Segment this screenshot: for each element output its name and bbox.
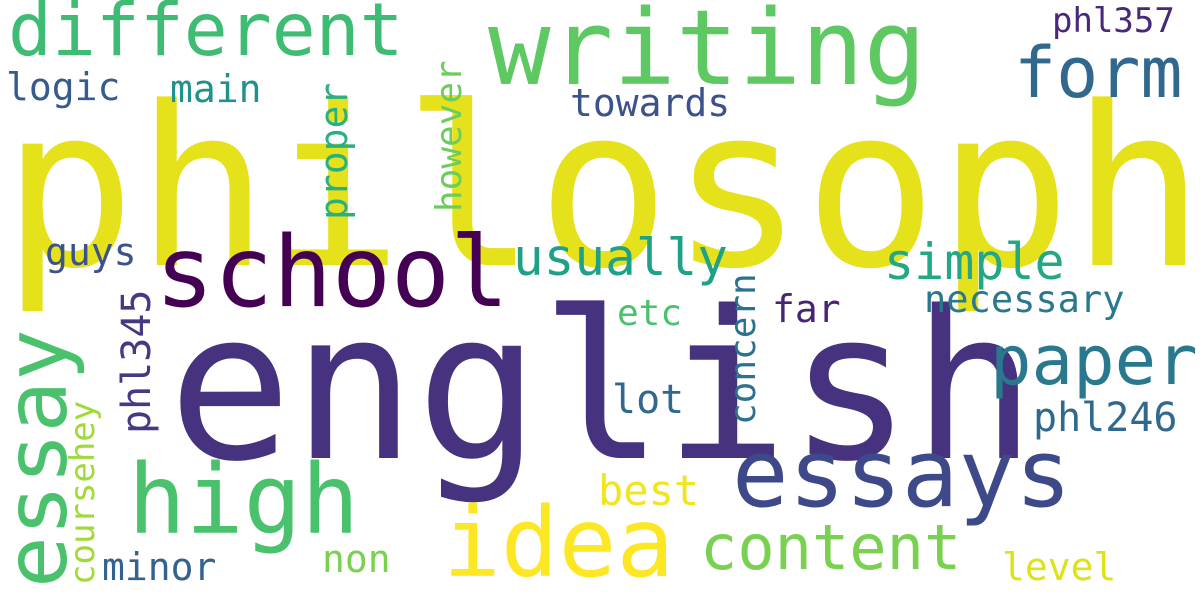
word-phl246: phl246: [1033, 395, 1178, 441]
word-however: however: [429, 60, 470, 212]
word-high: high: [128, 444, 360, 556]
word-content: content: [700, 511, 962, 584]
word-coursehey: coursehey: [63, 400, 103, 585]
word-far: far: [772, 287, 841, 331]
word-logic: logic: [6, 65, 121, 109]
word-main: main: [170, 67, 262, 111]
word-essays: essays: [732, 420, 1072, 529]
word-english: english: [168, 267, 1037, 507]
word-concern: concern: [723, 273, 764, 425]
word-form: form: [1014, 32, 1183, 114]
word-level: level: [1002, 545, 1117, 589]
word-guys: guys: [45, 230, 137, 274]
word-necessary: necessary: [924, 278, 1125, 321]
word-different: different: [8, 0, 404, 73]
word-towards: towards: [570, 81, 731, 125]
word-etc: etc: [617, 293, 683, 334]
word-philosophy: philosophy: [2, 60, 1200, 318]
word-best: best: [598, 466, 700, 515]
word-lot: lot: [612, 377, 685, 423]
word-writing: writing: [488, 0, 927, 109]
word-phl357: phl357: [1052, 1, 1175, 41]
word-usually: usually: [513, 229, 728, 288]
word-paper: paper: [990, 321, 1198, 401]
word-phl345: phl345: [114, 289, 160, 435]
word-idea: idea: [443, 487, 675, 599]
word-proper: proper: [312, 82, 356, 220]
word-school: school: [155, 216, 510, 330]
word-minor: minor: [102, 545, 217, 589]
word-non: non: [322, 537, 391, 581]
word-simple: simple: [884, 233, 1065, 291]
